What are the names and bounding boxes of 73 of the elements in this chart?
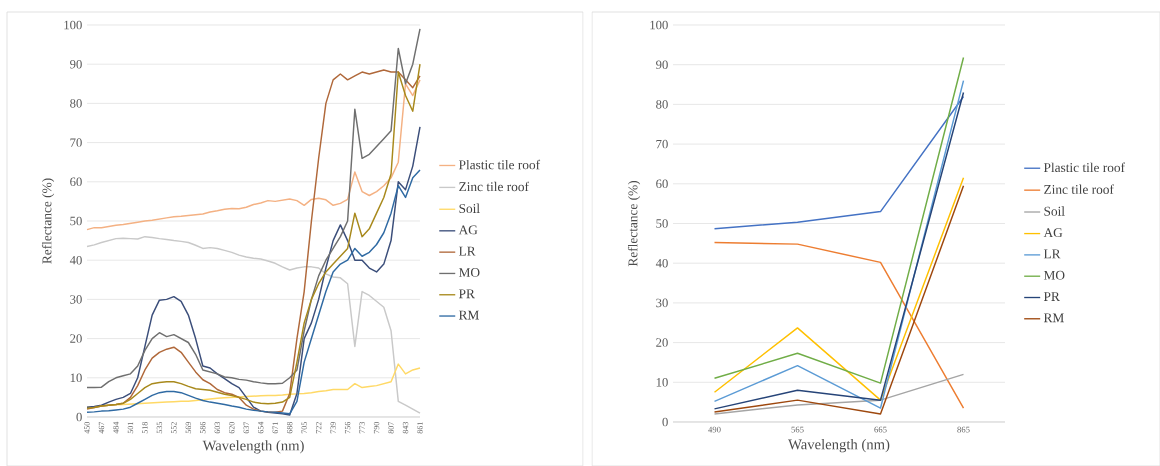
x-tick-label: 450	[84, 422, 90, 434]
legend-label: MO	[458, 268, 480, 277]
legend-label: Plastic tile roof	[458, 159, 541, 170]
legend-label: Soil	[1044, 206, 1065, 216]
x-tick-label: 665	[874, 426, 887, 433]
x-tick-label: 865	[957, 426, 970, 433]
x-tick-label: 603	[214, 422, 221, 434]
x-tick-label: 586	[200, 421, 206, 434]
y-axis-title: Reflectance (%)	[627, 180, 641, 267]
y-tick-label: 100	[650, 20, 668, 30]
x-tick-label: 756	[344, 421, 351, 434]
y-tick-label: 60	[70, 177, 82, 187]
y-tick-label: 10	[70, 373, 82, 383]
y-tick-label: 70	[656, 139, 668, 149]
legend-label: RM	[1043, 313, 1064, 323]
legend-label: AG	[1043, 228, 1063, 238]
x-tick-label: 552	[171, 422, 177, 434]
legend-label: LR	[458, 246, 476, 256]
x-tick-label: 705	[301, 422, 307, 434]
legend-label: Plastic tile roof	[1043, 162, 1125, 173]
legend-label: Zinc tile roof	[459, 181, 529, 192]
y-tick-label: 0	[76, 412, 82, 422]
x-tick-label: 654	[258, 421, 264, 434]
x-tick-label: 490	[708, 426, 721, 433]
line-series	[713, 95, 965, 230]
y-tick-label: 90	[656, 60, 668, 69]
y-tick-label: 50	[70, 216, 82, 226]
legend-label: MO	[1043, 270, 1065, 280]
line-series	[713, 241, 965, 409]
x-tick-label: 620	[229, 422, 235, 434]
line-series	[713, 373, 965, 415]
y-tick-label: 40	[69, 255, 82, 265]
x-tick-label: 501	[127, 422, 134, 434]
legend-label: PR	[1043, 292, 1060, 301]
y-tick-label: 20	[70, 334, 82, 343]
x-axis-title: Wavelength (nm)	[202, 440, 304, 454]
y-tick-label: 90	[70, 59, 82, 69]
x-tick-label: 739	[330, 422, 336, 434]
x-tick-label: 790	[373, 422, 380, 434]
y-axis-title: Reflectance (%)	[41, 178, 55, 264]
x-tick-label: 722	[315, 422, 322, 434]
legend-label: RM	[458, 310, 479, 320]
x-tick-label: 518	[142, 422, 148, 434]
legend-label: PR	[458, 289, 475, 299]
y-tick-label: 30	[70, 295, 82, 304]
x-tick-label: 569	[185, 422, 192, 434]
x-axis-title: Wavelength (nm)	[788, 439, 890, 453]
y-tick-label: 0	[662, 417, 668, 427]
y-tick-label: 20	[656, 338, 668, 347]
legend-label: Zinc tile roof	[1044, 184, 1114, 194]
y-tick-label: 80	[656, 100, 668, 109]
x-tick-label: 565	[791, 426, 804, 433]
x-tick-label: 535	[156, 422, 163, 434]
y-tick-label: 40	[655, 258, 668, 268]
y-tick-label: 80	[70, 99, 82, 108]
x-tick-label: 637	[243, 421, 249, 434]
x-tick-label: 843	[402, 422, 409, 434]
x-tick-label: 671	[272, 422, 278, 434]
legend-label: Soil	[459, 203, 480, 214]
x-tick-label: 773	[359, 422, 365, 434]
y-tick-label: 50	[656, 219, 668, 228]
x-tick-label: 467	[98, 421, 105, 434]
y-tick-label: 100	[64, 20, 82, 30]
x-tick-label: 807	[388, 421, 394, 434]
legend-label: LR	[1043, 249, 1061, 259]
x-tick-label: 861	[417, 422, 423, 434]
y-tick-label: 30	[656, 298, 668, 308]
y-tick-label: 10	[656, 378, 668, 387]
y-tick-label: 60	[656, 179, 668, 189]
x-tick-label: 688	[286, 422, 293, 434]
x-tick-label: 484	[113, 421, 119, 434]
y-tick-label: 70	[70, 138, 82, 147]
legend-label: AG	[458, 225, 478, 235]
